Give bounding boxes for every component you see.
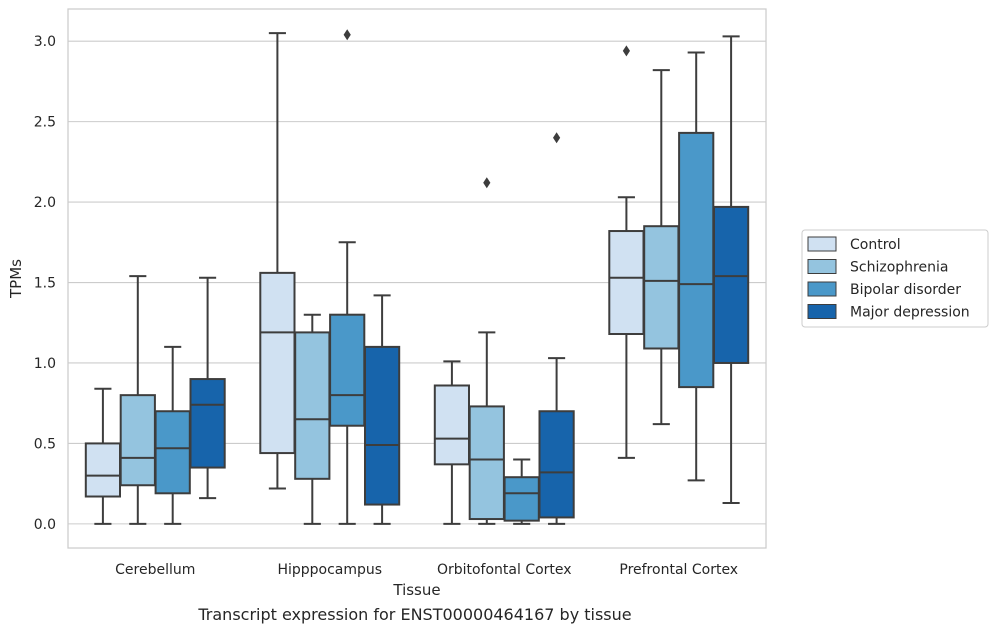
outlier-point bbox=[483, 177, 491, 189]
y-tick-label: 1.0 bbox=[34, 356, 56, 372]
box-iqr bbox=[643, 225, 680, 350]
box-iqr bbox=[468, 405, 505, 521]
x-tick-label: Cerebellum bbox=[115, 562, 195, 578]
box-iqr bbox=[84, 442, 122, 498]
legend-label: Schizophrenia bbox=[850, 260, 948, 276]
box-bipolar-disorder bbox=[678, 51, 715, 482]
y-tick-label: 2.0 bbox=[34, 195, 56, 211]
legend-label: Control bbox=[850, 237, 901, 253]
figure-caption: Transcript expression for ENST0000046416… bbox=[198, 605, 632, 624]
box-iqr bbox=[712, 205, 750, 364]
legend-label: Bipolar disorder bbox=[850, 282, 961, 298]
legend-swatch bbox=[807, 236, 837, 252]
y-tick-label: 0.0 bbox=[34, 517, 56, 533]
y-axis-ticks: 0.0 0.5 1.0 1.5 2.0 2.5 3.0 bbox=[34, 34, 56, 533]
legend-swatch bbox=[807, 281, 837, 297]
box-iqr bbox=[259, 271, 296, 455]
box-major-depression bbox=[363, 294, 401, 525]
box-major-depression bbox=[538, 132, 575, 525]
x-tick-label: Orbitofontal Cortex bbox=[437, 562, 572, 578]
box-major-depression bbox=[712, 35, 750, 504]
legend-frame bbox=[801, 229, 989, 328]
box-bipolar-disorder bbox=[329, 29, 366, 525]
box-iqr bbox=[329, 313, 366, 427]
legend-label: Major depression bbox=[850, 305, 970, 321]
box-schizophrenia bbox=[468, 177, 505, 525]
box-control bbox=[259, 32, 296, 490]
box-bipolar-disorder bbox=[503, 458, 540, 525]
x-axis-ticks: Cerebellum Hipppocampus Orbitofontal Corte… bbox=[115, 562, 738, 578]
box-control bbox=[608, 45, 645, 459]
box-iqr bbox=[433, 384, 471, 466]
plot-area-frame bbox=[67, 8, 767, 549]
box-iqr bbox=[363, 345, 401, 506]
outlier-point bbox=[622, 45, 630, 57]
legend-swatch bbox=[807, 259, 837, 274]
box-iqr bbox=[119, 394, 156, 487]
legend: Control Schizophrenia Bipolar disorder Majo… bbox=[801, 229, 989, 328]
x-tick-label: Hipppocampus bbox=[277, 562, 382, 578]
box-control bbox=[433, 360, 471, 525]
box-iqr bbox=[608, 230, 645, 336]
box-schizophrenia bbox=[643, 69, 680, 426]
box-bipolar-disorder bbox=[154, 345, 191, 525]
legend-swatch bbox=[807, 304, 837, 319]
box-schizophrenia bbox=[119, 275, 156, 525]
box-schizophrenia bbox=[294, 313, 331, 525]
box-major-depression bbox=[189, 276, 226, 500]
box-series bbox=[84, 29, 750, 525]
outlier-point bbox=[553, 132, 561, 144]
x-axis-label: Tissue bbox=[392, 581, 440, 599]
outlier-point bbox=[343, 29, 351, 41]
box-iqr bbox=[503, 476, 540, 522]
box-iqr bbox=[538, 410, 575, 519]
y-tick-label: 2.5 bbox=[34, 115, 56, 131]
box-iqr bbox=[678, 131, 715, 389]
y-tick-label: 3.0 bbox=[34, 34, 56, 50]
box-iqr bbox=[154, 410, 191, 495]
box-iqr bbox=[189, 378, 226, 469]
y-tick-label: 0.5 bbox=[34, 436, 56, 452]
y-tick-label: 1.5 bbox=[34, 276, 56, 292]
y-axis-label: TPMs bbox=[7, 259, 25, 299]
box-iqr bbox=[294, 331, 331, 480]
box-control bbox=[84, 387, 122, 525]
x-tick-label: Prefrontal Cortex bbox=[619, 562, 738, 578]
